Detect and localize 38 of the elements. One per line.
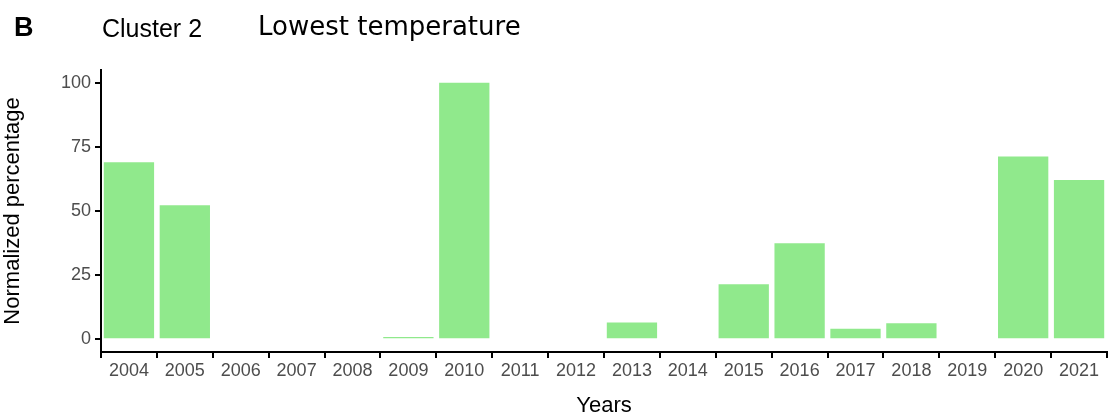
x-tick-label: 2008 xyxy=(332,359,373,380)
bar xyxy=(606,322,658,339)
x-tick-label: 2009 xyxy=(388,359,429,380)
y-tick-label: 75 xyxy=(70,135,91,156)
x-tick-label: 2004 xyxy=(108,359,149,380)
bar xyxy=(998,156,1049,339)
x-tick-label: 2020 xyxy=(1003,359,1044,380)
bar xyxy=(159,205,210,339)
bar xyxy=(830,328,881,339)
bar xyxy=(439,82,490,339)
x-tick-label: 2016 xyxy=(779,359,820,380)
y-tick-label: 50 xyxy=(70,199,91,220)
x-tick-label: 2011 xyxy=(500,359,540,380)
y-tick-label: 25 xyxy=(70,264,91,285)
x-tick-label: 2017 xyxy=(835,359,876,380)
text: B xyxy=(14,12,34,43)
bar xyxy=(1053,180,1105,339)
bar xyxy=(886,323,937,339)
bar xyxy=(774,243,825,339)
x-tick-label: 2019 xyxy=(947,359,988,380)
y-tick-label: 100 xyxy=(60,71,91,92)
y-axis-title: Normalized percentage xyxy=(0,97,25,325)
chart-subtitle: Lowest temperature xyxy=(258,11,521,41)
x-tick-label: 2012 xyxy=(556,359,597,380)
x-tick-label: 2021 xyxy=(1059,359,1100,380)
x-tick-label: 2013 xyxy=(611,359,652,380)
x-tick-label: 2005 xyxy=(164,359,205,380)
x-tick-label: 2015 xyxy=(723,359,764,380)
x-tick-label: 2007 xyxy=(276,359,317,380)
bar xyxy=(718,284,769,339)
x-axis-title: Years xyxy=(576,391,632,417)
chart-title: Cluster 2 xyxy=(102,14,203,43)
x-tick-label: 2018 xyxy=(891,359,932,380)
y-tick-label: 0 xyxy=(80,328,91,349)
x-tick-label: 2010 xyxy=(444,359,485,380)
bar xyxy=(103,162,155,339)
x-tick-label: 2014 xyxy=(667,359,708,380)
x-tick-label: 2006 xyxy=(220,359,261,380)
